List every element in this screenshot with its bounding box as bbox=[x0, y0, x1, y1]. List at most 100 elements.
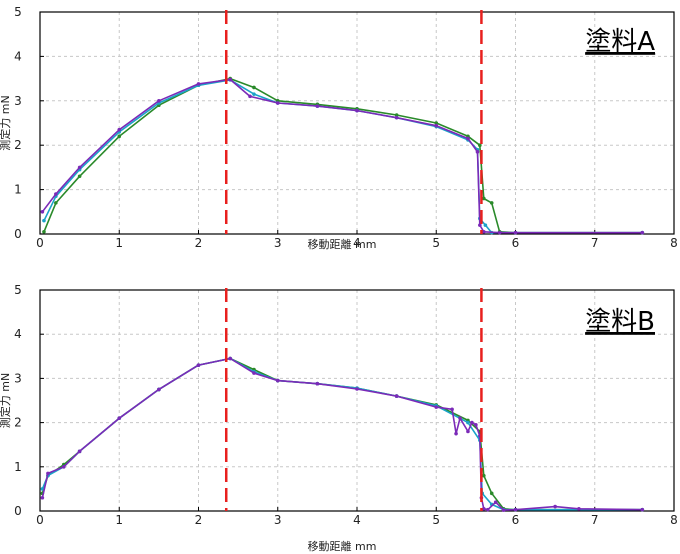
x-tick-label: 5 bbox=[432, 236, 440, 250]
x-tick-label: 6 bbox=[512, 236, 520, 250]
data-point bbox=[513, 507, 518, 512]
data-point bbox=[434, 121, 439, 125]
data-point bbox=[117, 127, 122, 132]
data-point bbox=[470, 420, 474, 425]
y-tick-label: 5 bbox=[14, 5, 22, 19]
data-point bbox=[117, 134, 122, 139]
data-point bbox=[157, 99, 161, 103]
data-point bbox=[315, 104, 320, 108]
y-tick-label: 3 bbox=[14, 371, 22, 385]
x-tick-label: 1 bbox=[115, 513, 123, 527]
y-tick-label: 5 bbox=[14, 283, 22, 297]
data-point bbox=[485, 507, 490, 512]
data-point bbox=[394, 115, 399, 120]
x-tick-label: 2 bbox=[195, 236, 203, 250]
data-point bbox=[275, 101, 280, 105]
data-point bbox=[475, 150, 480, 154]
x-tick-label: 7 bbox=[591, 513, 599, 527]
data-point bbox=[466, 136, 470, 141]
x-tick-label: 5 bbox=[432, 513, 440, 527]
x-tick-label: 2 bbox=[195, 513, 203, 527]
series-line-3 bbox=[41, 357, 643, 511]
data-point bbox=[42, 218, 46, 223]
data-point bbox=[458, 416, 462, 420]
data-point bbox=[196, 363, 201, 367]
data-point bbox=[117, 416, 122, 420]
data-point bbox=[40, 210, 45, 214]
data-point bbox=[493, 500, 498, 504]
data-point bbox=[196, 82, 201, 86]
data-point bbox=[46, 471, 50, 476]
series-line-1 bbox=[43, 77, 643, 234]
x-tick-label: 1 bbox=[115, 236, 123, 250]
y-tick-label: 4 bbox=[14, 49, 22, 63]
data-point bbox=[355, 108, 359, 113]
y-tick-label: 2 bbox=[14, 416, 22, 430]
data-point bbox=[77, 449, 82, 454]
data-point bbox=[40, 495, 45, 500]
data-point bbox=[489, 201, 494, 205]
data-point bbox=[61, 465, 66, 469]
y-tick-label: 1 bbox=[14, 183, 22, 197]
data-point bbox=[157, 387, 161, 392]
data-point bbox=[497, 230, 502, 235]
paint-label: 塗料B bbox=[585, 307, 655, 337]
y-tick-label: 3 bbox=[14, 94, 22, 108]
chart-panel-top: 0 1 2 3 4 5 6 7 8 0 1 2 3 4 5 移動距離 mm 測定力 mN 塗料A bbox=[0, 5, 678, 251]
series-line-3 bbox=[41, 78, 643, 234]
data-point bbox=[434, 123, 439, 128]
y-axis-label: 測定力 mN bbox=[0, 95, 12, 150]
data-point bbox=[248, 94, 252, 99]
data-point bbox=[482, 506, 486, 511]
series-line-2 bbox=[43, 79, 643, 234]
data-point bbox=[466, 429, 470, 434]
data-point bbox=[450, 407, 454, 412]
x-tick-label: 0 bbox=[36, 513, 44, 527]
series-line-2 bbox=[41, 357, 643, 511]
chart-panel-bottom: 0 1 2 3 4 5 6 7 8 0 1 2 3 4 5 移動距離 mm 測定力 mN 塗料B bbox=[0, 283, 678, 553]
x-tick-label: 4 bbox=[353, 513, 361, 527]
x-axis-label: 移動距離 mm bbox=[308, 539, 377, 553]
data-point bbox=[466, 420, 470, 425]
y-tick-label: 1 bbox=[14, 460, 22, 474]
data-point bbox=[40, 487, 45, 491]
data-point bbox=[454, 431, 458, 436]
data-point bbox=[77, 174, 82, 179]
data-point bbox=[394, 394, 399, 398]
data-point bbox=[54, 192, 58, 196]
data-point bbox=[77, 165, 82, 170]
data-point bbox=[489, 491, 494, 496]
series-line-1 bbox=[41, 357, 643, 511]
x-tick-label: 6 bbox=[512, 513, 520, 527]
data-point bbox=[275, 378, 280, 383]
data-point bbox=[434, 405, 439, 409]
x-tick-label: 3 bbox=[274, 513, 282, 527]
data-point bbox=[553, 504, 557, 509]
x-tick-label: 3 bbox=[274, 236, 282, 250]
data-point bbox=[482, 473, 486, 478]
data-point bbox=[482, 229, 486, 234]
data-point bbox=[513, 230, 518, 235]
y-tick-label: 0 bbox=[14, 504, 22, 518]
x-tick-label: 4 bbox=[353, 236, 361, 250]
data-point bbox=[355, 387, 359, 391]
data-point bbox=[577, 506, 581, 511]
x-axis-label: 移動距離 mm bbox=[308, 237, 377, 251]
data-point bbox=[474, 423, 478, 427]
data-point bbox=[640, 230, 645, 235]
data-point bbox=[315, 381, 320, 386]
data-point bbox=[478, 143, 482, 147]
data-point bbox=[228, 356, 232, 361]
x-tick-label: 8 bbox=[670, 513, 678, 527]
data-point bbox=[252, 371, 256, 375]
data-point bbox=[482, 196, 486, 201]
y-tick-label: 4 bbox=[14, 327, 22, 341]
data-point bbox=[478, 223, 482, 227]
x-tick-label: 0 bbox=[36, 236, 44, 250]
x-tick-label: 7 bbox=[591, 236, 599, 250]
data-point bbox=[394, 113, 399, 117]
data-point bbox=[252, 85, 256, 90]
data-point bbox=[501, 508, 506, 512]
data-point bbox=[640, 507, 645, 512]
